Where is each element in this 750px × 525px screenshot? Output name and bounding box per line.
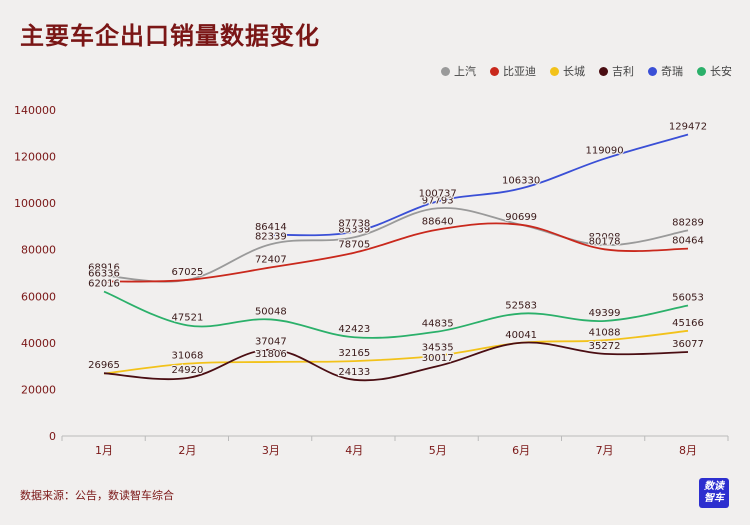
x-tick-label: 3月 [262,444,280,457]
data-label: 85339 [338,224,370,235]
legend-item-1[interactable]: 比亚迪 [490,63,536,79]
legend-marker [599,66,608,76]
data-label: 34535 [422,343,454,354]
data-label: 90699 [505,212,537,223]
data-label: 80464 [672,236,704,247]
data-source-note: 数据来源：公告，数读智车综合 [20,489,174,502]
legend-label: 奇瑞 [661,65,683,78]
legend-label: 长城 [563,65,585,78]
series-line-1 [103,222,689,283]
series-line-4 [270,133,689,237]
x-tick-label: 1月 [95,444,113,457]
data-label: 40041 [505,330,537,341]
data-label: 47521 [172,312,204,323]
line-chart: 0 20000 40000 60000 80000 100000 120000 140000 1… [14,104,729,457]
data-label: 42423 [338,324,370,335]
logo-line-1: 数读 [704,481,724,492]
data-label: 24920 [172,365,204,376]
series-line-3 [103,341,689,382]
data-label: 31806 [255,349,287,360]
brand-logo: 数读 智车 [699,478,729,508]
y-tick-label: 20000 [21,383,56,396]
y-tick-label: 40000 [21,337,56,350]
legend-marker [697,66,706,76]
data-label: 90699 [505,212,537,223]
data-label: 26793 [88,361,120,372]
data-label: 119090 [585,146,623,157]
y-tick-label: 80000 [21,244,56,257]
legend-item-4[interactable]: 奇瑞 [648,63,683,79]
data-label: 26965 [88,360,120,371]
legend-item-5[interactable]: 长安 [697,63,732,79]
chart-title: 主要车企出口销量数据变化 [20,22,320,50]
x-tick-label: 8月 [679,444,697,457]
x-tick-label: 6月 [512,444,530,457]
data-label: 49399 [589,308,621,319]
data-label: 80178 [589,236,621,247]
y-tick-label: 0 [49,430,56,443]
data-label: 72407 [255,254,287,265]
y-tick-label: 100000 [14,197,56,210]
data-label: 106330 [502,175,540,186]
x-tick-label: 7月 [596,444,614,457]
series-line-5 [103,290,689,339]
data-label: 31068 [172,351,204,362]
legend: 上汽 比亚迪 长城 吉利 奇瑞 长安 [441,63,732,79]
data-label: 68916 [88,263,120,274]
legend-marker [441,66,450,76]
x-tick-label: 4月 [345,444,363,457]
data-label: 52583 [505,301,537,312]
legend-item-0[interactable]: 上汽 [441,63,476,79]
data-label: 45166 [672,318,704,329]
data-label: 40041 [505,330,537,341]
data-label: 100737 [419,188,457,199]
data-label: 97793 [422,195,454,206]
logo-line-2: 智车 [704,493,724,504]
data-label: 67025 [172,267,204,278]
data-label: 32165 [338,348,370,359]
data-label: 62016 [88,279,120,290]
y-tick-label: 140000 [14,104,56,117]
data-label: 82339 [255,231,287,242]
y-tick-label: 120000 [14,151,56,164]
series-line-2 [103,329,689,375]
data-label: 41088 [589,327,621,338]
legend-marker [550,66,559,76]
data-label: 44835 [422,319,454,330]
data-label: 88289 [672,217,704,228]
data-label: 24133 [338,367,370,378]
legend-label: 吉利 [612,65,634,78]
legend-item-2[interactable]: 长城 [550,63,585,79]
data-label: 86414 [255,222,287,233]
data-label: 87738 [338,219,370,230]
data-label: 50048 [255,306,287,317]
x-tick-label: 2月 [178,444,196,457]
data-label: 36077 [672,339,704,350]
legend-marker [648,66,657,76]
data-label: 37047 [255,337,287,348]
legend-item-3[interactable]: 吉利 [599,63,634,79]
data-label: 88640 [422,217,454,228]
data-label: 56053 [672,292,704,303]
data-label: 62016 [88,279,120,290]
data-label: 78705 [338,240,370,251]
legend-label: 比亚迪 [503,65,536,78]
data-label: 129472 [669,122,707,133]
data-label: 30017 [422,353,454,364]
data-label: 35272 [589,341,621,352]
data-label: 82008 [589,232,621,243]
y-tick-label: 60000 [21,290,56,303]
legend-label: 上汽 [454,65,476,78]
data-label: 66336 [88,269,120,280]
legend-marker [490,66,499,76]
series-line-0 [103,207,689,283]
x-tick-label: 5月 [429,444,447,457]
data-label: 67025 [172,267,204,278]
legend-label: 长安 [710,65,732,78]
